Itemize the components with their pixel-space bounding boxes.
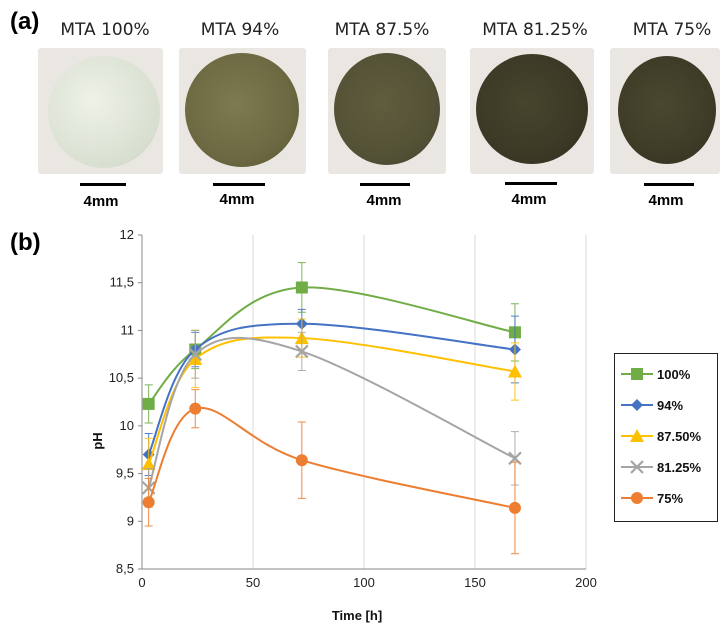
sample-title-100: MTA 100%	[60, 20, 150, 40]
legend-item: 100%	[621, 364, 690, 384]
legend-marker	[630, 429, 644, 442]
legend-marker	[631, 492, 643, 504]
series-line	[147, 322, 516, 455]
scale-label-87-5: 4mm	[366, 192, 402, 209]
sample-disc-87-5	[334, 53, 440, 165]
scale-bar-100	[80, 183, 126, 186]
y-tick-label: 12	[120, 227, 134, 242]
legend-swatch	[621, 460, 653, 474]
legend-swatch	[621, 399, 653, 411]
sample-photo-75	[610, 48, 720, 174]
panel-label-a: (a)	[10, 8, 40, 35]
data-point	[142, 496, 155, 509]
data-point	[508, 501, 521, 514]
y-tick-label: 10	[120, 418, 134, 433]
scale-label-100: 4mm	[83, 193, 119, 210]
data-point	[295, 454, 308, 467]
legend-swatch	[621, 429, 653, 442]
sample-disc-75	[618, 56, 716, 164]
series-1	[142, 262, 521, 424]
y-tick-label: 11,5	[110, 275, 134, 290]
scale-bar-94	[213, 183, 265, 186]
axes-layer: 0 50 100 150 200 8,5 9 9,5 10 10,5 11 11,5 12	[109, 227, 597, 590]
series-line	[147, 406, 516, 509]
x-tick-label: 100	[353, 575, 375, 590]
scale-label-94: 4mm	[219, 191, 255, 208]
x-tick-label: 150	[464, 575, 486, 590]
x-tick-label: 50	[246, 575, 260, 590]
series-5	[142, 389, 521, 555]
sample-title-87-5: MTA 87.5%	[334, 20, 430, 40]
sample-disc-94	[185, 53, 299, 167]
sample-photo-87-5	[328, 48, 446, 174]
sample-title-75: MTA 75%	[632, 20, 712, 40]
series-2	[142, 308, 521, 476]
legend-item: 81.25%	[621, 457, 701, 477]
series-line	[147, 336, 516, 465]
series-line	[147, 286, 516, 405]
data-point	[142, 397, 155, 410]
scale-bar-75	[644, 183, 694, 186]
legend-marker	[631, 399, 643, 411]
legend-label: 100%	[657, 366, 691, 382]
sample-photo-100	[38, 48, 163, 174]
scale-label-81-25: 4mm	[511, 191, 547, 208]
legend-swatch	[621, 368, 653, 380]
y-tick-label: 11	[121, 322, 135, 337]
data-point	[295, 344, 309, 359]
scale-label-75: 4mm	[648, 192, 684, 209]
series-line	[147, 336, 516, 489]
chart-legend: 100% 94% 87.50% 81.25% 75%	[614, 353, 718, 522]
legend-marker	[631, 368, 643, 380]
sample-disc-81-25	[476, 54, 588, 164]
legend-marker	[630, 460, 644, 474]
y-tick-label: 9	[127, 513, 134, 528]
sample-photo-81-25	[470, 48, 594, 174]
legend-item: 94%	[621, 395, 683, 415]
panel-label-b: (b)	[10, 229, 41, 256]
y-tick-label: 9,5	[116, 466, 134, 481]
y-tick-label: 10,5	[109, 370, 134, 385]
series-4	[141, 329, 522, 508]
data-point	[507, 364, 522, 378]
ph-chart: 0 50 100 150 200 8,5 9 9,5 10 10,5 11 11,5 12 Time […	[90, 227, 597, 623]
legend-item: 75%	[621, 488, 683, 508]
data-point	[295, 281, 308, 294]
sample-photo-94	[179, 48, 306, 174]
scale-bar-87-5	[360, 183, 410, 186]
x-tick-label: 0	[138, 575, 145, 590]
x-axis-title: Time [h]	[332, 608, 382, 623]
legend-swatch	[621, 492, 653, 504]
sample-title-81-25: MTA 81.25%	[482, 20, 588, 40]
y-tick-label: 8,5	[116, 561, 134, 576]
scale-bar-81-25	[505, 182, 557, 185]
sample-title-94: MTA 94%	[200, 20, 280, 40]
data-point	[189, 402, 202, 415]
x-tick-label: 200	[575, 575, 597, 590]
legend-item: 87.50%	[621, 426, 701, 446]
legend-label: 87.50%	[657, 428, 702, 444]
series-layer	[141, 262, 522, 555]
legend-label: 75%	[657, 490, 684, 506]
data-point	[188, 347, 203, 362]
data-point	[141, 457, 156, 471]
y-axis-title: pH	[90, 432, 105, 449]
legend-label: 81.25%	[657, 459, 702, 475]
grid-layer	[252, 235, 587, 569]
legend-label: 94%	[657, 397, 684, 413]
sample-disc-100	[48, 56, 160, 168]
